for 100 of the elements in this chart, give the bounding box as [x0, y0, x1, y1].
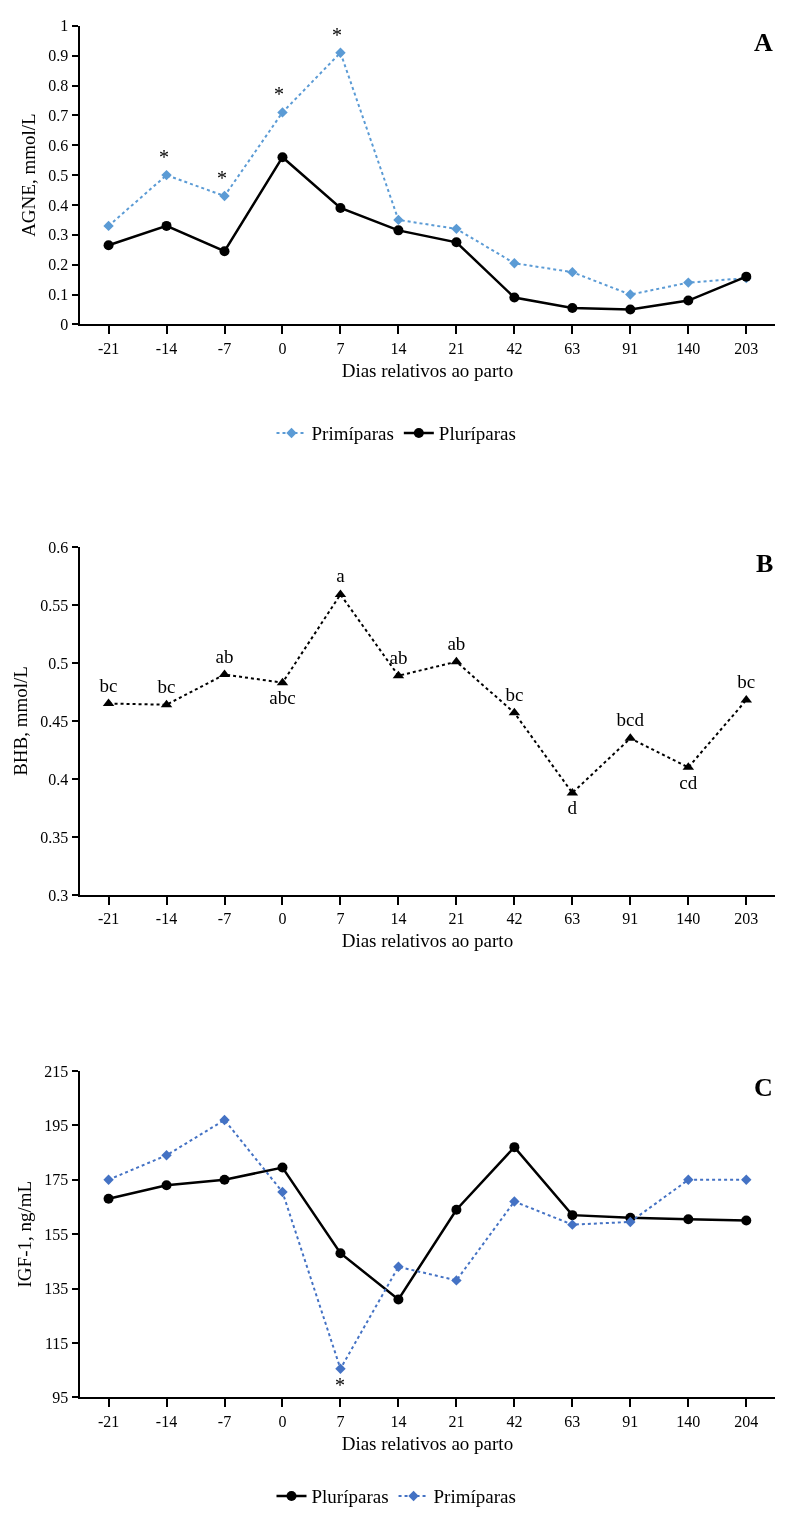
y-tick-label: 0.4 — [48, 196, 69, 214]
point — [625, 304, 636, 315]
point — [335, 47, 346, 58]
point — [219, 1114, 230, 1126]
point — [103, 220, 114, 232]
point — [161, 1180, 172, 1191]
y-tick-label: 0.6 — [48, 538, 69, 556]
point — [277, 1186, 288, 1198]
x-tick-label: 63 — [564, 1412, 581, 1430]
annotation: * — [159, 146, 169, 168]
point — [335, 1248, 346, 1259]
point — [451, 237, 462, 248]
y-tick-label: 0.8 — [48, 77, 69, 95]
x-tick-label: 140 — [676, 1412, 701, 1430]
point — [219, 246, 230, 257]
x-tick-label: 42 — [506, 339, 523, 357]
data-label: ab — [389, 646, 408, 668]
y-tick-label: 0.7 — [48, 106, 69, 124]
point — [219, 190, 230, 202]
data-label: cd — [679, 771, 698, 793]
legend-label: Pluríparas — [311, 1486, 389, 1508]
point — [277, 152, 288, 163]
y-tick-label: 0 — [60, 316, 69, 334]
point — [393, 225, 404, 236]
point — [161, 1150, 172, 1161]
point — [741, 1215, 752, 1226]
x-tick-label: -14 — [155, 1412, 178, 1430]
x-tick-label: 21 — [448, 1412, 465, 1430]
point — [335, 1363, 346, 1374]
point — [625, 1216, 636, 1228]
point — [393, 1294, 404, 1305]
point — [393, 1261, 404, 1272]
x-tick-label: 91 — [622, 1412, 639, 1430]
legend-label: Primíparas — [311, 423, 394, 445]
point — [509, 1196, 520, 1207]
y-tick-label: 0.4 — [48, 770, 69, 788]
point — [277, 107, 288, 118]
x-tick-label: 21 — [448, 910, 465, 928]
annotation: * — [274, 83, 284, 105]
x-tick-label: 7 — [336, 910, 345, 928]
x-tick-label: 0 — [278, 910, 287, 928]
x-tick-label: -21 — [97, 1412, 120, 1430]
y-tick-label: 0.3 — [48, 226, 69, 244]
y-tick-label: 0.35 — [40, 828, 69, 846]
y-tick-label: 95 — [52, 1388, 69, 1406]
annotation: * — [335, 1374, 345, 1396]
point — [393, 214, 404, 226]
x-tick-label: 63 — [564, 339, 581, 357]
data-label: bc — [157, 675, 176, 697]
x-tick-label: 0 — [278, 1412, 287, 1430]
point — [683, 295, 694, 306]
x-tick-label: -7 — [217, 339, 232, 357]
point — [451, 1204, 462, 1215]
x-axis-title: Dias relativos ao parto — [341, 930, 514, 952]
data-label: ab — [215, 645, 234, 667]
x-tick-label: 14 — [390, 339, 407, 357]
point — [277, 1162, 288, 1173]
point — [683, 1214, 694, 1225]
point — [683, 277, 694, 288]
y-tick-label: 0.55 — [40, 596, 69, 614]
y-tick-label: 135 — [44, 1280, 69, 1298]
legend-label: Pluríparas — [438, 423, 516, 445]
point — [567, 1219, 578, 1230]
x-tick-label: 203 — [734, 339, 759, 357]
point — [567, 303, 578, 313]
y-tick-label: 0.5 — [48, 166, 69, 184]
y-axis-title: IGF-1, ng/mL — [13, 1180, 35, 1288]
data-label: a — [336, 565, 346, 587]
y-tick-label: 0.9 — [48, 47, 69, 65]
point — [335, 202, 346, 213]
x-tick-label: -7 — [217, 910, 232, 928]
data-label: bc — [737, 671, 756, 693]
y-axis-title: BHB, mmol/L — [9, 666, 31, 776]
point — [103, 1174, 114, 1185]
y-tick-label: 175 — [44, 1171, 69, 1189]
x-tick-label: -14 — [155, 910, 178, 928]
y-tick-label: 115 — [44, 1334, 69, 1352]
y-tick-label: 0.2 — [48, 256, 69, 274]
point — [103, 240, 114, 251]
y-tick-label: 0.1 — [48, 286, 69, 304]
y-tick-label: 215 — [44, 1062, 69, 1080]
x-tick-label: 14 — [390, 1412, 407, 1430]
chart-title: A — [754, 28, 773, 57]
data-label: abc — [269, 687, 296, 709]
y-tick-label: 155 — [44, 1225, 69, 1243]
x-tick-label: -21 — [97, 339, 120, 357]
x-tick-label: 14 — [390, 910, 407, 928]
point — [625, 289, 636, 300]
x-axis-title: Dias relativos ao parto — [341, 359, 514, 381]
x-tick-label: 140 — [676, 339, 701, 357]
data-label: bc — [505, 683, 524, 705]
x-tick-label: 42 — [506, 1412, 523, 1430]
point — [103, 1193, 114, 1204]
x-tick-label: 7 — [336, 339, 345, 357]
point — [509, 292, 520, 303]
x-tick-label: -21 — [97, 910, 120, 928]
point — [161, 169, 172, 181]
chart-title: C — [754, 1073, 773, 1102]
point — [509, 1142, 520, 1153]
x-tick-label: -14 — [155, 339, 178, 357]
